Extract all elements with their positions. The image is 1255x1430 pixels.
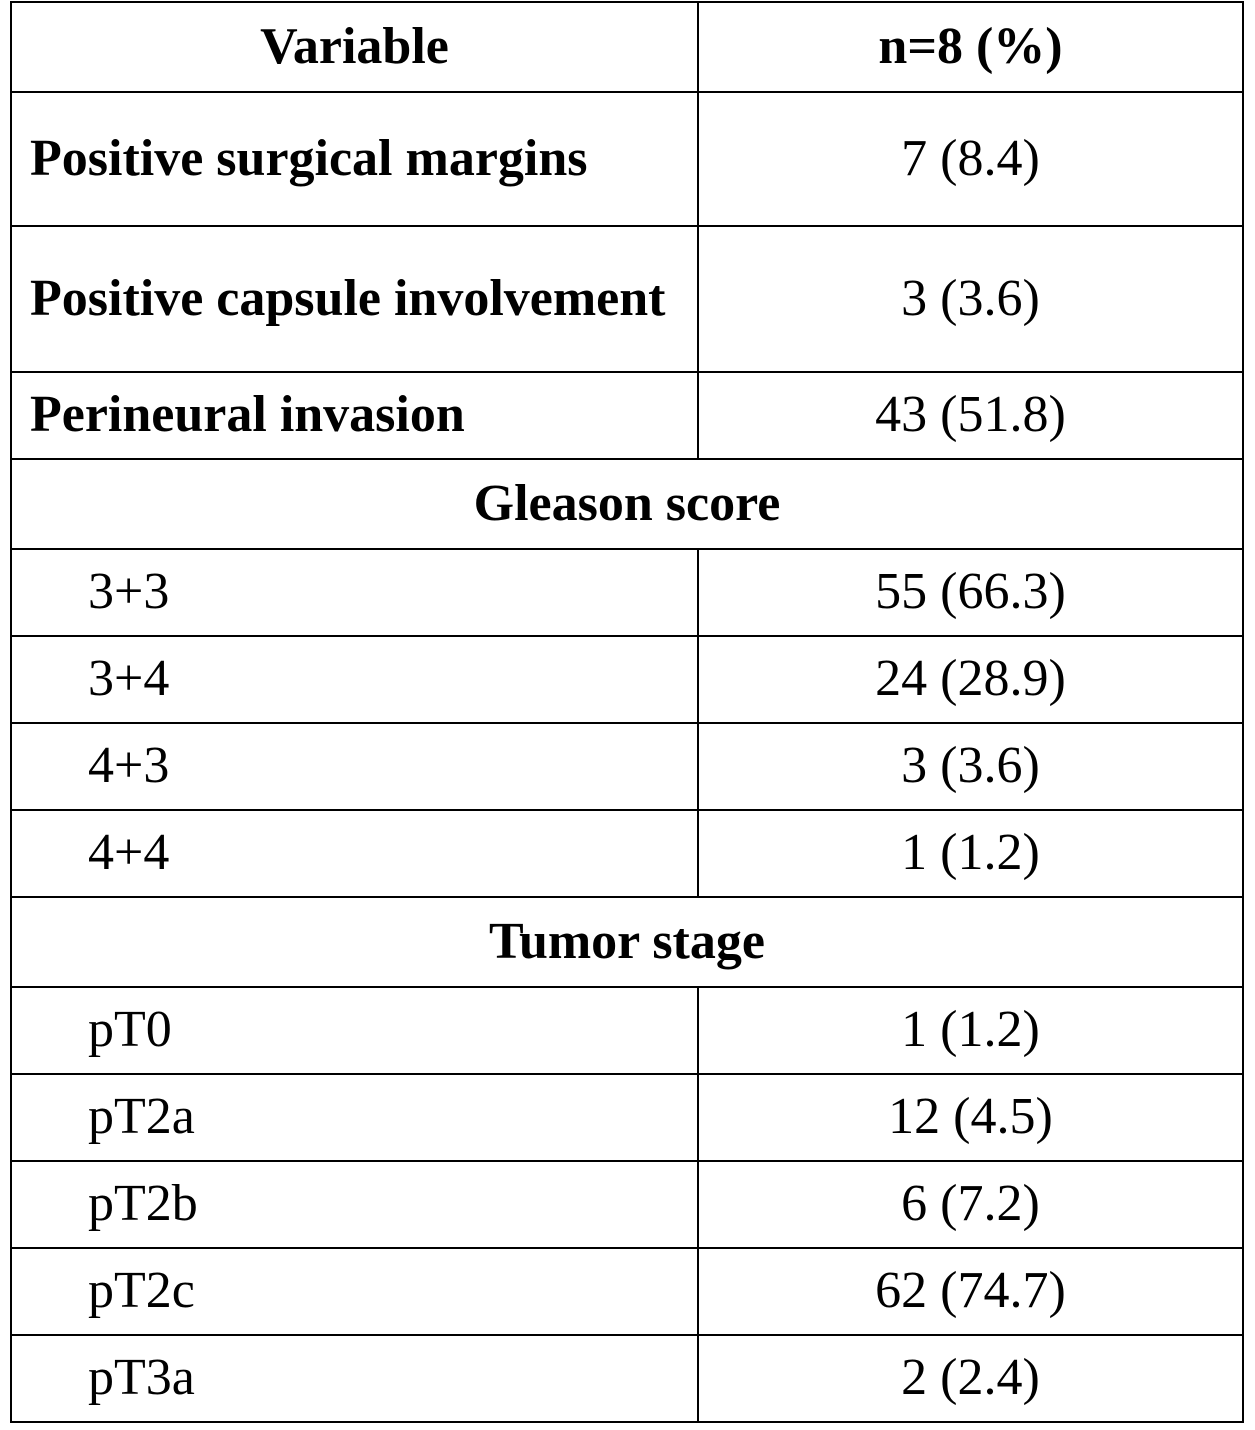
- label-cell: pT2b: [10, 1160, 699, 1249]
- value-cell: 62 (74.7): [697, 1247, 1244, 1336]
- value-cell: 55 (66.3): [697, 548, 1244, 637]
- section-title: Tumor stage: [10, 896, 1244, 988]
- row: 3+3 55 (66.3): [10, 548, 1244, 637]
- label-cell: 3+4: [10, 635, 699, 724]
- section-title: Gleason score: [10, 458, 1244, 550]
- row: Positive surgical margins 7 (8.4): [10, 91, 1244, 227]
- header-cell: n=8 (%): [697, 1, 1244, 93]
- header-row: Variable n=8 (%): [10, 1, 1244, 93]
- label-cell: pT0: [10, 986, 699, 1075]
- value-cell: 43 (51.8): [697, 371, 1244, 460]
- value-cell: 1 (1.2): [697, 986, 1244, 1075]
- row: 4+3 3 (3.6): [10, 722, 1244, 811]
- label-cell: Perineural invasion: [10, 371, 699, 460]
- value-cell: 24 (28.9): [697, 635, 1244, 724]
- row: pT2b 6 (7.2): [10, 1160, 1244, 1249]
- value-cell: 1 (1.2): [697, 809, 1244, 898]
- section-row: Gleason score: [10, 458, 1244, 550]
- label-cell: Positive surgical margins: [10, 91, 699, 227]
- value-cell: 2 (2.4): [697, 1334, 1244, 1423]
- row: Positive capsule involvement 3 (3.6): [10, 225, 1244, 373]
- row: 4+4 1 (1.2): [10, 809, 1244, 898]
- label-cell: Positive capsule involvement: [10, 225, 699, 373]
- row: pT2a 12 (4.5): [10, 1073, 1244, 1162]
- row: pT3a 2 (2.4): [10, 1334, 1244, 1423]
- value-cell: 12 (4.5): [697, 1073, 1244, 1162]
- label-cell: pT2c: [10, 1247, 699, 1336]
- value-cell: 7 (8.4): [697, 91, 1244, 227]
- row: pT0 1 (1.2): [10, 986, 1244, 1075]
- label-cell: 4+4: [10, 809, 699, 898]
- value-cell: 3 (3.6): [697, 722, 1244, 811]
- value-cell: 6 (7.2): [697, 1160, 1244, 1249]
- label-cell: 3+3: [10, 548, 699, 637]
- row: pT2c 62 (74.7): [10, 1247, 1244, 1336]
- section-row: Tumor stage: [10, 896, 1244, 988]
- data-table: Variable n=8 (%) Positive surgical margi…: [10, 1, 1244, 1423]
- label-cell: 4+3: [10, 722, 699, 811]
- label-cell: pT2a: [10, 1073, 699, 1162]
- label-cell: pT3a: [10, 1334, 699, 1423]
- row: 3+4 24 (28.9): [10, 635, 1244, 724]
- header-cell: Variable: [10, 1, 699, 93]
- row: Perineural invasion 43 (51.8): [10, 371, 1244, 460]
- value-cell: 3 (3.6): [697, 225, 1244, 373]
